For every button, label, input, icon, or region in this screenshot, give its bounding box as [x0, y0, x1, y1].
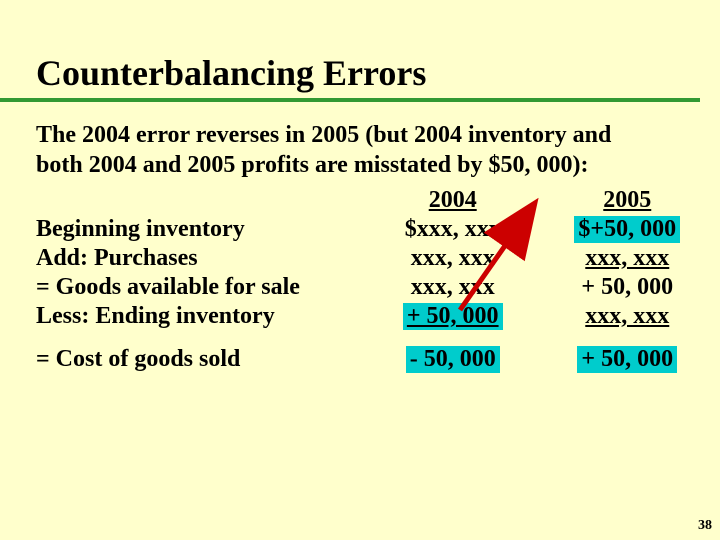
label-end: Less: Ending inventory — [0, 302, 371, 331]
slide-title: Counterbalancing Errors — [0, 0, 700, 102]
intro-text: The 2004 error reverses in 2005 (but 200… — [0, 102, 720, 180]
row-beginning-inventory: Beginning inventory $xxx, xxx $+50, 000 — [0, 215, 720, 244]
label-beg: Beginning inventory — [0, 215, 371, 244]
label-purch: Add: Purchases — [0, 244, 371, 273]
y2-beg: $+50, 000 — [574, 216, 680, 243]
year-1-header: 2004 — [429, 187, 477, 213]
y1-beg: $xxx, xxx — [371, 215, 535, 244]
y1-avail: xxx, xxx — [371, 273, 535, 302]
y2-cogs: + 50, 000 — [577, 346, 677, 373]
y2-purch: xxx, xxx — [585, 245, 669, 271]
y1-cogs: - 50, 000 — [406, 346, 500, 373]
y1-end: + 50, 000 — [403, 303, 503, 330]
inventory-table: 2004 2005 Beginning inventory $xxx, xxx … — [0, 186, 720, 374]
label-avail: = Goods available for sale — [0, 273, 371, 302]
inventory-table-wrap: 2004 2005 Beginning inventory $xxx, xxx … — [0, 186, 720, 374]
row-goods-available: = Goods available for sale xxx, xxx + 50… — [0, 273, 720, 302]
header-row: 2004 2005 — [0, 186, 720, 215]
row-purchases: Add: Purchases xxx, xxx xxx, xxx — [0, 244, 720, 273]
page-number: 38 — [698, 518, 712, 534]
year-2-header: 2005 — [603, 187, 651, 213]
row-cogs: = Cost of goods sold - 50, 000 + 50, 000 — [0, 345, 720, 374]
label-cogs: = Cost of goods sold — [0, 345, 371, 374]
row-ending-inventory: Less: Ending inventory + 50, 000 xxx, xx… — [0, 302, 720, 331]
y2-end: xxx, xxx — [585, 303, 669, 329]
y1-purch: xxx, xxx — [371, 244, 535, 273]
y2-avail: + 50, 000 — [535, 273, 720, 302]
